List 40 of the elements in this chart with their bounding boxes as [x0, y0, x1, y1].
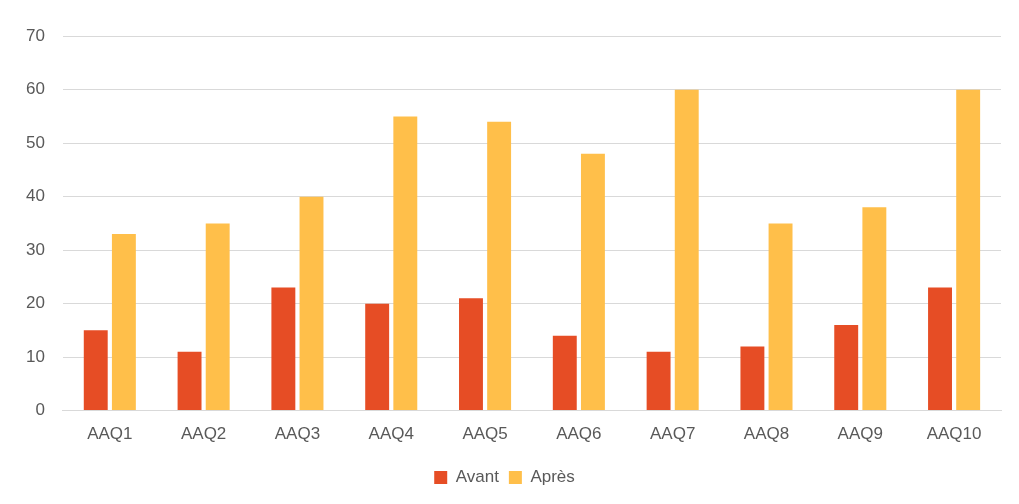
- y-tick-label: 50: [25, 132, 45, 152]
- x-tick-label: AAQ2: [180, 424, 227, 444]
- bar: [580, 153, 605, 411]
- bar: [768, 223, 793, 411]
- y-tick-label: 30: [25, 239, 45, 259]
- bar: [393, 116, 418, 411]
- legend-label: Après: [530, 467, 575, 487]
- y-tick-label: 40: [25, 186, 45, 206]
- bar: [646, 351, 671, 411]
- x-tick-label: AAQ1: [87, 424, 133, 444]
- x-tick-label: AAQ8: [743, 424, 790, 444]
- x-tick-label: AAQ7: [649, 424, 696, 444]
- y-tick-label: 20: [25, 293, 45, 313]
- y-tick-label: 0: [35, 400, 45, 420]
- y-tick-label: 70: [25, 25, 45, 45]
- legend-label: Avant: [455, 467, 500, 487]
- bar: [111, 234, 136, 411]
- x-tick-label: AAQ5: [462, 424, 508, 444]
- bar: [674, 89, 699, 411]
- x-tick-label: AAQ10: [926, 424, 982, 444]
- x-tick-label: AAQ6: [556, 424, 602, 444]
- bar: [205, 223, 230, 411]
- bar: [83, 330, 108, 411]
- y-tick-label: 60: [25, 79, 45, 99]
- bar: [271, 287, 296, 411]
- x-tick-label: AAQ9: [837, 424, 883, 444]
- y-tick-label: 10: [25, 346, 45, 366]
- bar: [459, 298, 483, 411]
- x-tick-label: AAQ3: [274, 424, 321, 444]
- bar: [487, 121, 512, 411]
- bar: [862, 207, 887, 411]
- bar: [299, 196, 324, 411]
- bar: [956, 89, 981, 411]
- bar: [177, 351, 202, 411]
- bar: [834, 325, 859, 411]
- bar: [928, 287, 952, 411]
- bar: [552, 335, 577, 411]
- bar: [740, 346, 765, 411]
- bar: [365, 303, 390, 411]
- x-tick-label: AAQ4: [368, 424, 414, 444]
